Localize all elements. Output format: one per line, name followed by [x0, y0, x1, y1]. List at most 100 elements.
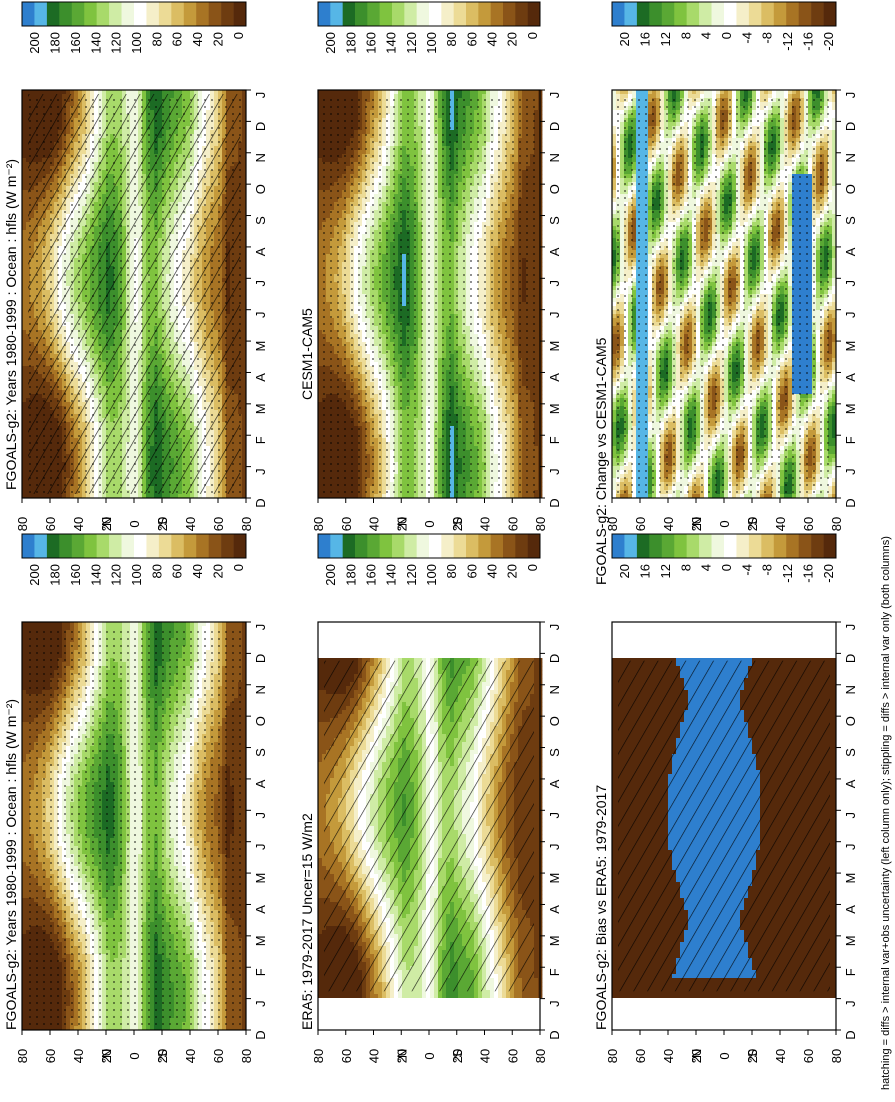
heatmap-cell — [22, 826, 27, 831]
heatmap-cell — [242, 766, 247, 771]
heatmap-cell — [242, 858, 247, 863]
heatmap-cell — [242, 778, 247, 783]
heatmap-cell — [22, 662, 27, 667]
heatmap-cell — [242, 694, 247, 699]
heatmap-cell — [22, 658, 27, 663]
heatmap-cell — [242, 682, 247, 687]
heatmap-cell — [194, 622, 199, 627]
heatmap-cell — [22, 754, 27, 759]
heatmap-cell — [22, 694, 27, 699]
heatmap-cell — [22, 746, 27, 751]
heatmap-cell — [242, 626, 247, 631]
heatmap-cell — [110, 622, 115, 627]
heatmap-cell — [242, 690, 247, 695]
heatmap-cell — [242, 742, 247, 747]
heatmap-cell — [242, 842, 247, 847]
heatmap-cell — [242, 850, 247, 855]
heatmap-cell — [242, 726, 247, 731]
heatmap-cell — [242, 826, 247, 831]
heatmap-cell — [22, 878, 27, 883]
heatmap-cell — [242, 686, 247, 691]
heatmap-cell — [22, 814, 27, 819]
heatmap-cell — [62, 622, 67, 627]
heatmap-cell — [22, 902, 27, 907]
heatmap-cell — [22, 758, 27, 763]
heatmap-cell — [142, 622, 147, 627]
heatmap-cell — [190, 622, 195, 627]
heatmap-cell — [22, 674, 27, 679]
heatmap-cell — [22, 862, 27, 867]
heatmap-cell — [242, 746, 247, 751]
heatmap-cell — [242, 698, 247, 703]
heatmap-cell — [22, 914, 27, 919]
heatmap-cell — [22, 742, 27, 747]
heatmap-cell — [22, 798, 27, 803]
heatmap-cell — [130, 622, 135, 627]
heatmap-cell — [242, 666, 247, 671]
heatmap-cell — [22, 830, 27, 835]
heatmap-cell — [242, 734, 247, 739]
heatmap-cell — [22, 626, 27, 631]
heatmap-cell — [22, 958, 27, 963]
heatmap-cell — [22, 818, 27, 823]
heatmap-cell — [242, 758, 247, 763]
heatmap-cell — [106, 622, 111, 627]
heatmap-cell — [22, 890, 27, 895]
heatmap-cell — [50, 622, 55, 627]
heatmap-cell — [38, 622, 43, 627]
heatmap-cell — [234, 622, 239, 627]
heatmap-cell — [22, 802, 27, 807]
heatmap-cell — [22, 834, 27, 839]
heatmap-cell — [34, 622, 39, 627]
heatmap-cell — [202, 622, 207, 627]
heatmap-cell — [22, 786, 27, 791]
heatmap-cell — [218, 622, 223, 627]
heatmap-cell — [242, 702, 247, 707]
heatmap-cell — [22, 646, 27, 651]
heatmap-cell — [242, 638, 247, 643]
heatmap-cell — [22, 622, 27, 627]
heatmap-cell — [102, 622, 107, 627]
heatmap-cell — [66, 622, 71, 627]
heatmap-cell — [22, 966, 27, 971]
heatmap-cell — [22, 918, 27, 923]
heatmap-cell — [242, 798, 247, 803]
heatmap-cell — [22, 850, 27, 855]
heatmap-cell — [22, 642, 27, 647]
heatmap-cell — [242, 834, 247, 839]
heatmap-cell — [82, 622, 87, 627]
heatmap-cell — [22, 854, 27, 859]
heatmap-cell — [22, 950, 27, 955]
heatmap-cell — [242, 630, 247, 635]
heatmap-cell — [242, 822, 247, 827]
heatmap-cell — [22, 778, 27, 783]
heatmap-cell — [94, 622, 99, 627]
heatmap-cell — [22, 910, 27, 915]
heatmap-cell — [22, 886, 27, 891]
heatmap-cell — [22, 734, 27, 739]
heatmap-cell — [26, 622, 31, 627]
heatmap-cell — [22, 682, 27, 687]
heatmap-cell — [242, 814, 247, 819]
heatmap-cell — [242, 670, 247, 675]
heatmap-cell — [134, 622, 139, 627]
heatmap-cell — [74, 622, 79, 627]
heatmap-cell — [242, 782, 247, 787]
heatmap-cell — [242, 714, 247, 719]
heatmap-cell — [54, 622, 59, 627]
heatmap-cell — [242, 770, 247, 775]
heatmap-cell — [146, 622, 151, 627]
heatmap-cell — [242, 650, 247, 655]
heatmap-cell — [126, 622, 131, 627]
heatmap-cell — [178, 622, 183, 627]
heatmap-cell — [214, 622, 219, 627]
heatmap-cell — [166, 622, 171, 627]
heatmap-cell — [170, 622, 175, 627]
heatmap-cell — [22, 842, 27, 847]
heatmap-cell — [222, 622, 227, 627]
heatmap-cell — [22, 806, 27, 811]
heatmap-cell — [22, 766, 27, 771]
heatmap-cell — [22, 894, 27, 899]
heatmap-cell — [242, 678, 247, 683]
